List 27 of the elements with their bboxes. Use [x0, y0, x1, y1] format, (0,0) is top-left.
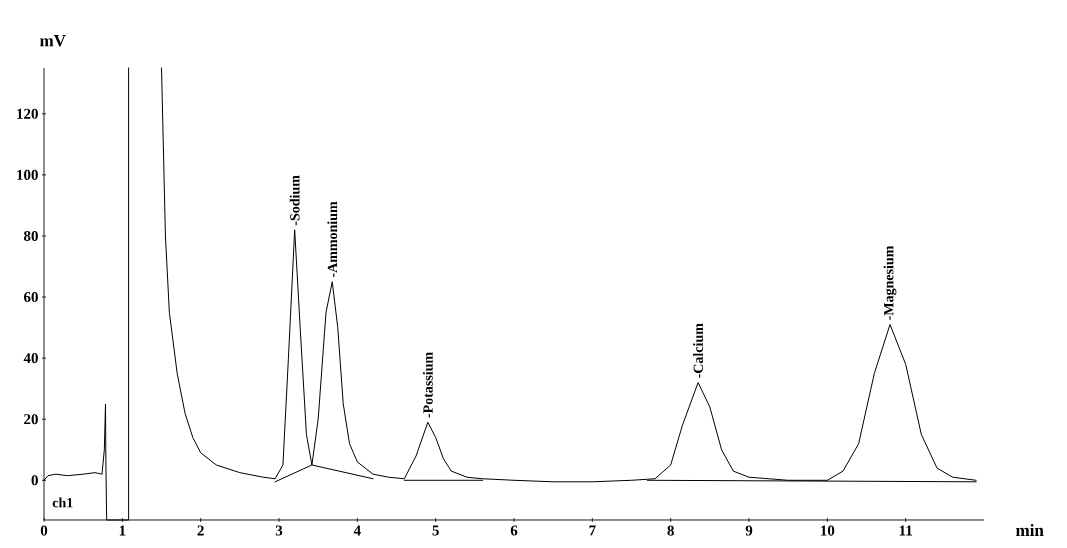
y-tick-label: 40 — [23, 353, 38, 364]
x-tick-label: 11 — [899, 525, 912, 536]
annotation: ch1 — [52, 497, 73, 508]
annotation: -Ammonium — [327, 201, 338, 278]
y-tick-label: 0 — [31, 475, 38, 486]
y-tick-label: 60 — [24, 291, 38, 303]
y-tick-label: 120 — [17, 108, 38, 119]
y-tick-label: 80 — [23, 230, 38, 242]
x-axis-title: min — [1015, 524, 1044, 536]
y-tick-label: 20 — [24, 414, 38, 425]
y-tick-label: 100 — [17, 169, 38, 180]
x-tick-label: 6 — [510, 525, 518, 536]
x-tick-label: 9 — [745, 525, 753, 536]
x-tick-label: 8 — [667, 525, 674, 536]
annotation: -Calcium — [693, 323, 704, 378]
x-tick-label: 5 — [432, 525, 439, 536]
x-tick-label: 2 — [197, 525, 204, 536]
x-tick-label: 4 — [353, 525, 361, 536]
y-axis-title: mV — [40, 35, 66, 47]
x-tick-label: 10 — [821, 525, 835, 536]
x-tick-label: 1 — [119, 525, 126, 536]
annotation: -Magnesium — [883, 245, 897, 320]
x-tick-label: 7 — [589, 525, 596, 536]
annotation: -Potassium — [422, 352, 433, 418]
annotation: -Sodium — [289, 175, 300, 226]
x-tick-label: 0 — [40, 525, 48, 536]
x-tick-label: 3 — [275, 525, 283, 536]
